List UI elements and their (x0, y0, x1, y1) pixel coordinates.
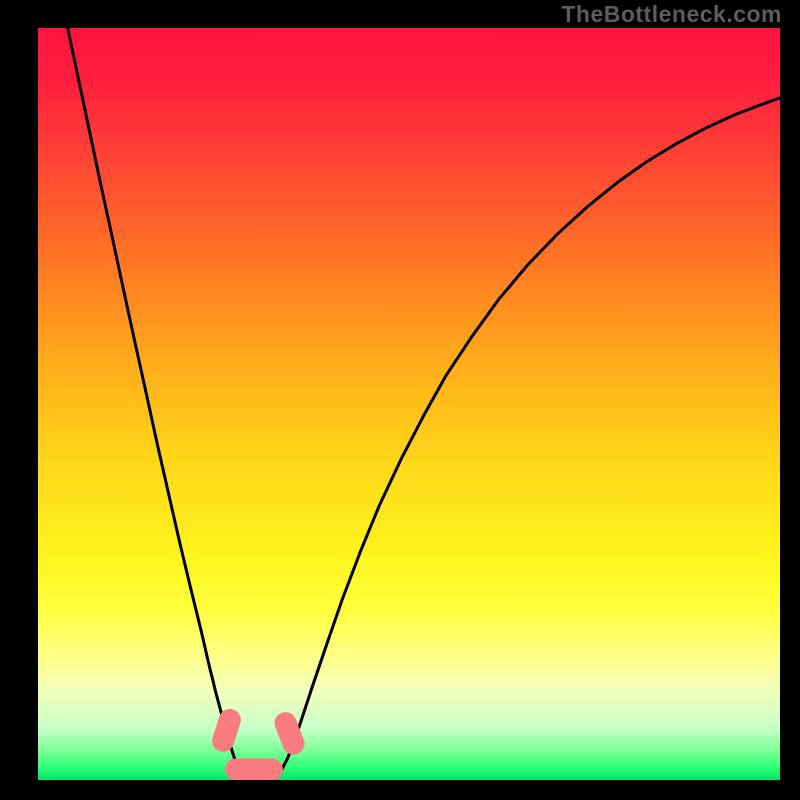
plot-area (38, 28, 780, 780)
chart-frame: TheBottleneck.com (0, 0, 800, 800)
bottleneck-curve (38, 28, 780, 780)
source-watermark: TheBottleneck.com (561, 1, 782, 28)
